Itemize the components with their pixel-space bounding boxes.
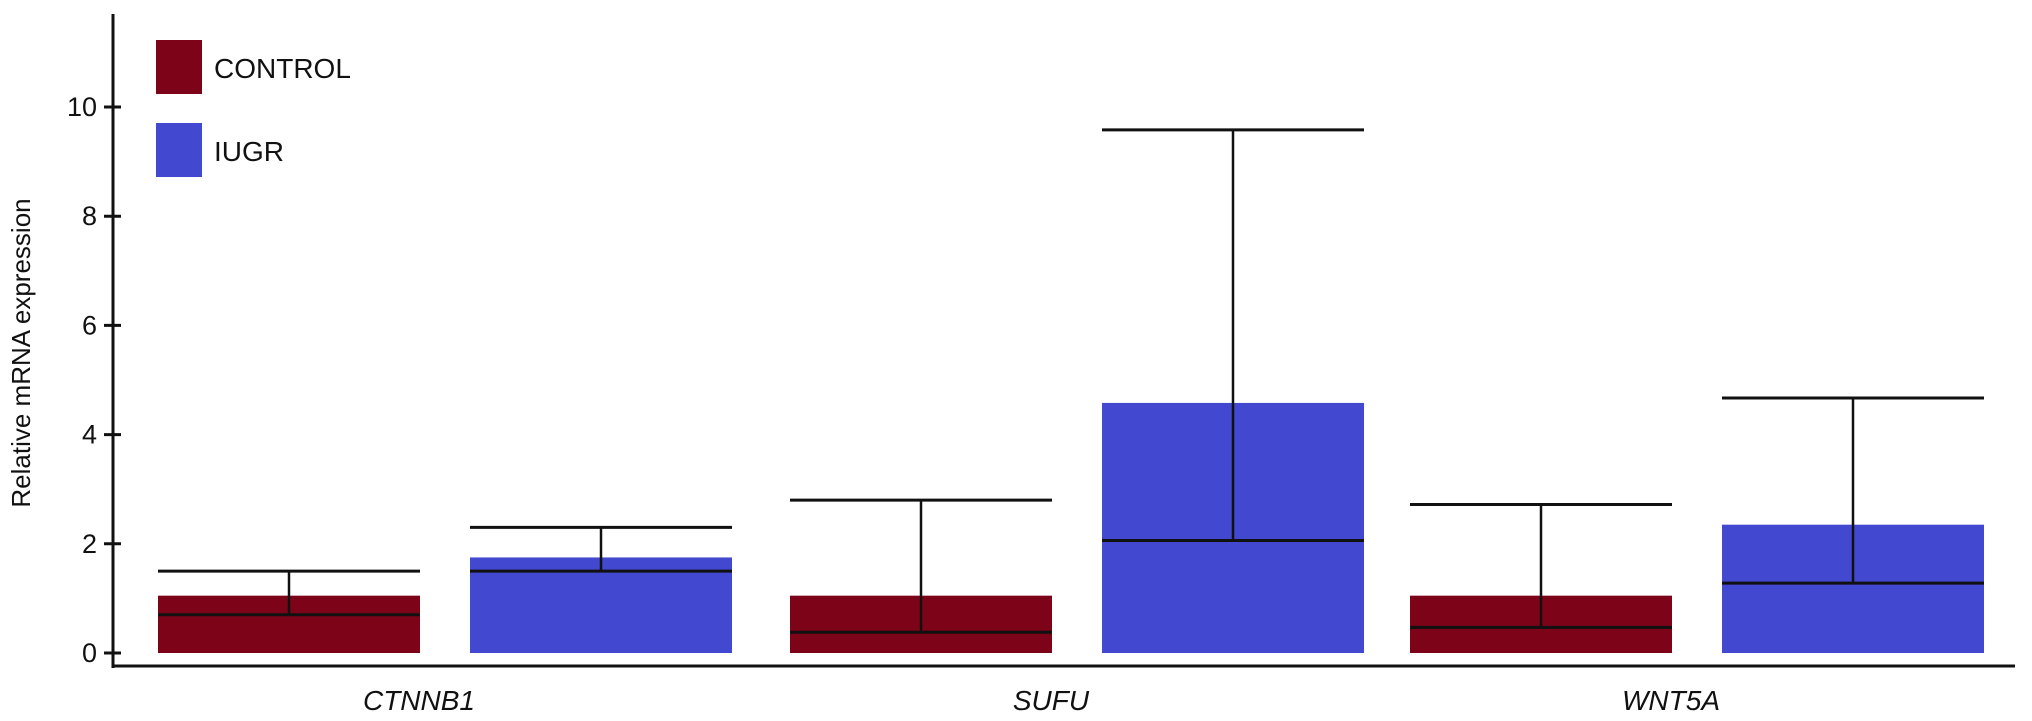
legend-label: CONTROL <box>214 53 351 84</box>
category-label: WNT5A <box>1622 685 1720 716</box>
legend-label: IUGR <box>214 136 284 167</box>
legend-swatch <box>156 123 202 177</box>
category-labels: CTNNB1 SUFU WNT5A <box>363 685 1720 716</box>
y-tick-label: 2 <box>82 529 97 559</box>
y-tick-label: 0 <box>82 638 97 668</box>
category-label: SUFU <box>1013 685 1090 716</box>
legend-swatch <box>156 40 202 94</box>
y-tick-label: 8 <box>82 201 97 231</box>
axes: Relative mRNA expression <box>6 14 2015 668</box>
y-tick-label: 10 <box>67 92 97 122</box>
bars <box>158 402 1984 653</box>
bar <box>470 557 732 653</box>
category-label: CTNNB1 <box>363 685 475 716</box>
error-bars <box>158 128 1984 634</box>
legend: CONTROL IUGR <box>156 40 351 177</box>
y-axis-title: Relative mRNA expression <box>6 198 36 507</box>
y-tick-label: 6 <box>82 310 97 340</box>
y-tick-label: 4 <box>82 420 97 450</box>
y-ticks: 0 2 4 6 8 10 <box>67 92 121 668</box>
